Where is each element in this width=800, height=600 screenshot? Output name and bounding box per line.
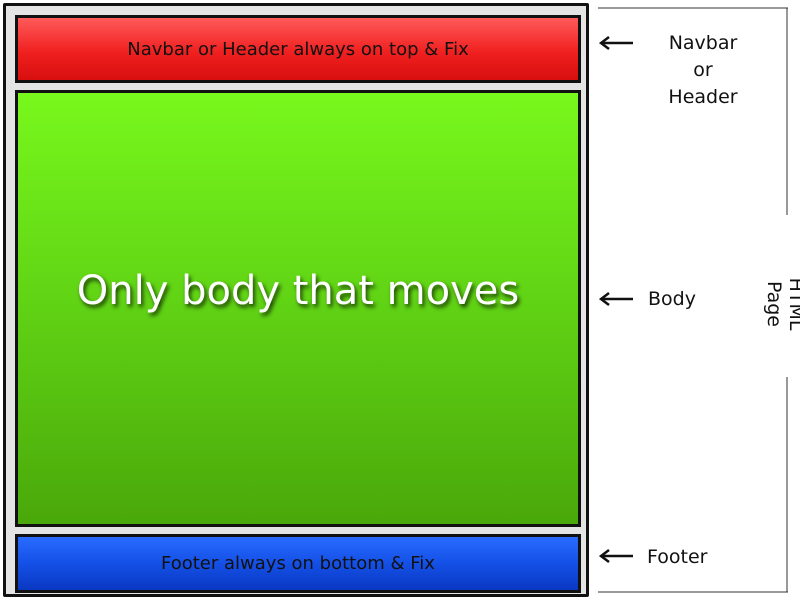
html-page-frame: Navbar or Header always on top & Fix Onl… (3, 3, 589, 597)
header-annotation: Navbar or Header (655, 30, 751, 111)
footer-panel: Footer always on bottom & Fix (15, 534, 581, 593)
footer-panel-text: Footer always on bottom & Fix (161, 553, 435, 574)
header-arrow-icon (599, 36, 633, 50)
header-annotation-line: Header (668, 86, 738, 108)
header-panel-text: Navbar or Header always on top & Fix (127, 38, 469, 60)
body-annotation: Body (648, 288, 696, 310)
html-page-label: HTML Page (763, 277, 800, 331)
html-page-bracket (598, 7, 788, 593)
body-panel-text: Only body that moves (76, 267, 520, 314)
header-annotation-line: or (693, 59, 713, 81)
body-panel: Only body that moves (15, 90, 581, 527)
footer-annotation: Footer (647, 546, 708, 568)
body-arrow-icon (599, 292, 633, 306)
header-panel: Navbar or Header always on top & Fix (15, 15, 581, 83)
footer-arrow-icon (599, 549, 633, 563)
header-annotation-line: Navbar (668, 32, 738, 54)
